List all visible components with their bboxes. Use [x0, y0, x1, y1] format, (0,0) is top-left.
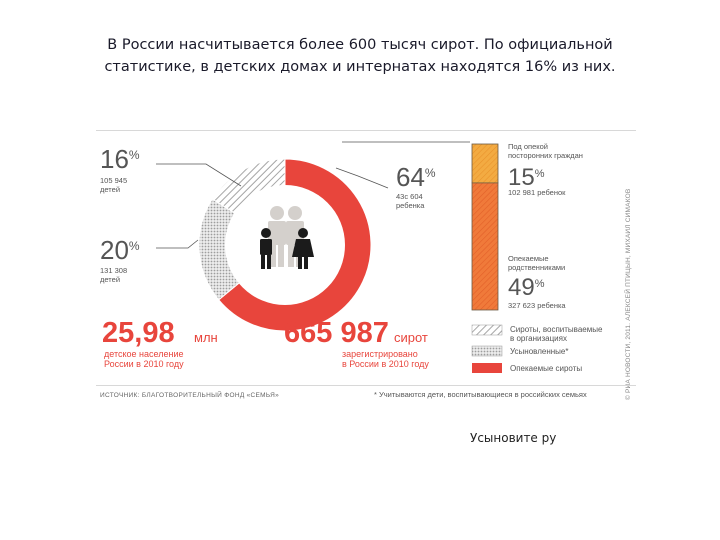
population-caption-2: России в 2010 году	[104, 359, 184, 369]
slice-20-caption: детей	[100, 275, 120, 284]
legend: Сироты, воспитываемые в организациях Усы…	[471, 324, 603, 373]
orphans-caption-1: зарегистрировано	[342, 349, 418, 359]
slice-64-value: 64%	[396, 162, 436, 192]
legend-swatch-solid	[472, 363, 502, 373]
orphans-number: 665 987	[284, 317, 389, 349]
segment-49-name-line2: родственниками	[508, 263, 565, 272]
source-note: ИСТОЧНИК: БЛАГОТВОРИТЕЛЬНЫЙ ФОНД «СЕМЬЯ»	[100, 390, 279, 399]
bar-segment-15	[471, 143, 499, 184]
population-number: 25,98	[102, 317, 175, 349]
slice-20-value: 20%	[100, 235, 140, 265]
donut-hole	[225, 185, 345, 305]
population-caption-1: детское население	[104, 349, 183, 359]
slice-16-caption: детей	[100, 185, 120, 194]
headline-line-2: статистике, в детских домах и интернатах…	[104, 59, 616, 75]
footnote: * Учитываются дети, воспитывающиеся в ро…	[374, 390, 587, 399]
segment-49-value: 49%	[508, 274, 545, 301]
orphans-caption-2: в России в 2010 году	[342, 359, 429, 369]
slice-20-count: 131 308	[100, 266, 127, 275]
slice-16-count: 105 945	[100, 176, 127, 185]
top-divider	[96, 130, 636, 131]
headline: В России насчитывается более 600 тысяч с…	[60, 34, 660, 78]
segment-15-name-line1: Под опекой	[508, 142, 548, 151]
legend-label-1a: Сироты, воспитываемые	[510, 325, 603, 334]
stacked-bar	[471, 143, 499, 311]
family-pictogram-icon	[260, 206, 314, 269]
segment-49-count: 327 623 ребенка	[508, 301, 566, 310]
legend-label-2: Усыновленные*	[510, 347, 569, 356]
orphans-unit: сирот	[394, 330, 428, 345]
slice-64-caption: ребенка	[396, 201, 425, 210]
segment-49-name-line1: Опекаемые	[508, 254, 549, 263]
segment-15-value: 15%	[508, 164, 545, 191]
legend-swatch-dotted	[471, 345, 503, 357]
slice-16-value: 16%	[100, 144, 140, 174]
headline-line-1: В России насчитывается более 600 тысяч с…	[107, 37, 613, 53]
credit-vertical: © РИА НОВОСТИ, 2011. АЛЕКСЕЙ ПТИЦЫН, МИХ…	[623, 189, 632, 400]
segment-15-count: 102 981 ребенок	[508, 188, 566, 197]
orphans-infographic: 16% 105 945 детей 20% 131 308 детей 64% …	[96, 128, 644, 406]
leader-lines	[156, 141, 470, 249]
footer-link[interactable]: Усыновите ру	[470, 431, 557, 445]
legend-label-3: Опекаемые сироты	[510, 364, 582, 373]
bar-segment-49	[471, 182, 499, 311]
slice-64-count: 43c 604	[396, 192, 423, 201]
segment-15-name-line2: посторонних граждан	[508, 151, 583, 160]
donut-chart	[198, 158, 372, 332]
legend-label-1b: в организациях	[510, 334, 567, 343]
legend-swatch-hatched	[471, 324, 503, 336]
bottom-divider	[96, 385, 636, 386]
infographic-canvas: 16% 105 945 детей 20% 131 308 детей 64% …	[100, 141, 632, 400]
population-unit: млн	[194, 330, 218, 345]
